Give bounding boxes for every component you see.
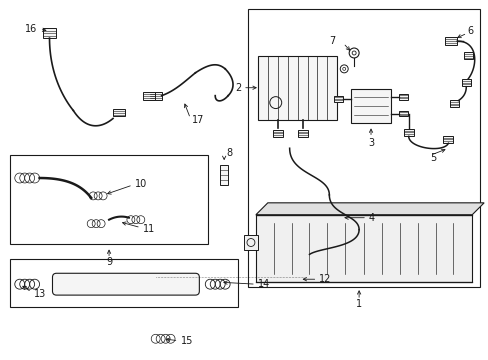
Bar [297,130,307,137]
Text: 15: 15 [180,336,192,346]
Bar [461,79,470,86]
Text: 13: 13 [34,289,46,299]
Bar [399,111,407,117]
Bar [443,136,452,143]
Text: 1: 1 [355,299,362,309]
Bar [350,89,390,123]
Text: 7: 7 [328,36,335,46]
Text: 16: 16 [25,24,38,34]
Bar [220,165,228,185]
Text: 17: 17 [192,116,204,126]
Bar [42,28,56,38]
Polygon shape [255,215,471,282]
Text: 4: 4 [368,213,374,223]
Bar [10,260,238,307]
Bar [257,56,337,121]
Text: 8: 8 [225,148,232,158]
Bar [142,92,154,100]
FancyBboxPatch shape [52,273,199,295]
Bar [463,53,472,59]
Bar [333,96,342,102]
Text: 10: 10 [135,179,147,189]
Bar [399,94,407,100]
Text: 5: 5 [429,153,436,163]
Bar [113,109,124,117]
Text: 3: 3 [367,138,373,148]
Text: 2: 2 [234,83,241,93]
Text: 12: 12 [319,274,331,284]
Text: 6: 6 [467,26,472,36]
Bar [10,155,208,244]
Bar [403,129,413,136]
Bar [272,130,282,137]
Bar [244,235,257,251]
Text: 11: 11 [142,224,155,234]
Bar [149,92,162,100]
Bar [449,100,458,107]
Polygon shape [255,203,483,215]
Text: 9: 9 [106,257,112,267]
Bar [445,37,456,45]
Bar [247,9,479,287]
Text: 14: 14 [257,279,269,289]
